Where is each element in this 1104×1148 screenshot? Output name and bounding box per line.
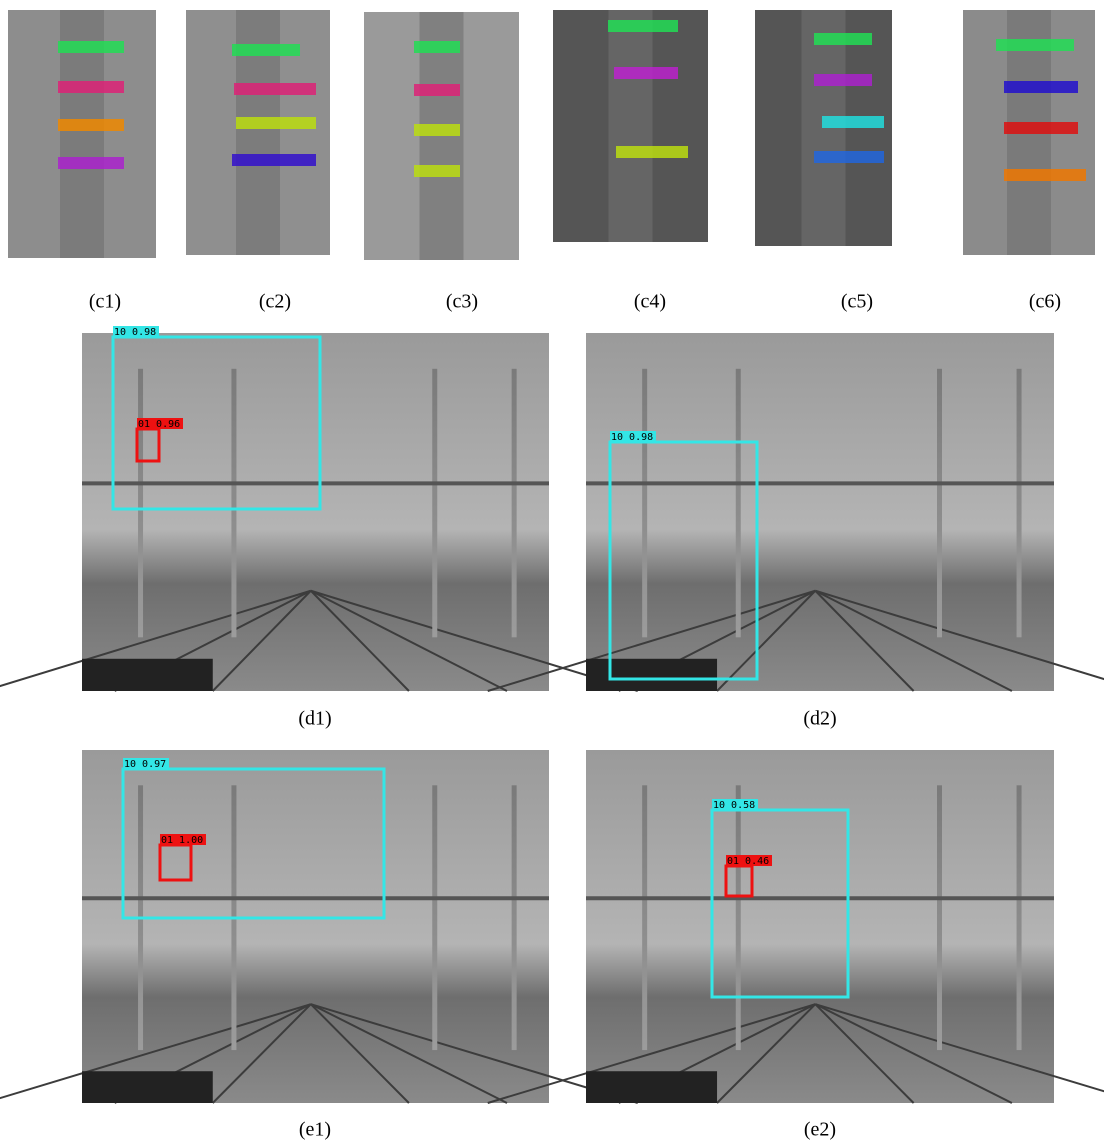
mast — [937, 785, 942, 1050]
detection-label: 10 0.58 — [713, 800, 755, 811]
detection-bar — [414, 41, 460, 53]
mast — [138, 369, 143, 638]
detection-bar — [1004, 81, 1078, 93]
detection-bar — [616, 146, 688, 158]
dashboard — [586, 659, 717, 691]
detection-bar — [232, 44, 300, 56]
detection-bar — [414, 165, 460, 177]
detection-bar — [58, 41, 124, 53]
detection-bar — [58, 119, 124, 131]
scene-photo — [82, 333, 549, 691]
detection-bar — [814, 33, 872, 45]
detection-bar — [608, 20, 678, 32]
mast — [1017, 785, 1022, 1050]
detection-bar — [234, 83, 316, 95]
caption: (c4) — [634, 291, 666, 313]
mast — [512, 785, 517, 1050]
mast — [432, 369, 437, 638]
detection-bar — [814, 151, 884, 163]
detection-label: 10 0.98 — [114, 327, 156, 338]
scene-photo — [82, 750, 549, 1103]
detection-bar — [58, 81, 124, 93]
detection-label: 01 0.46 — [727, 856, 769, 867]
sign-pole — [609, 10, 653, 242]
figure: (c1) (c2) (c3) (c4) (c5) (c6) 10 0.98 01 0.96 (d… — [0, 0, 1104, 1148]
dashboard — [586, 1071, 717, 1103]
detection-bar — [236, 117, 316, 129]
mast — [736, 369, 741, 638]
caption: (c2) — [259, 291, 291, 313]
detection-label: 01 1.00 — [161, 835, 203, 846]
mast — [642, 785, 647, 1050]
scene-photo — [586, 750, 1054, 1103]
detection-bar — [58, 157, 124, 169]
caption: (c1) — [89, 291, 121, 313]
mast — [1017, 369, 1022, 638]
mast — [432, 785, 437, 1050]
mast — [736, 785, 741, 1050]
detection-bar — [414, 124, 460, 136]
mast — [937, 369, 942, 638]
caption: (c3) — [446, 291, 478, 313]
scene-photo — [586, 333, 1054, 691]
caption: (e1) — [299, 1119, 331, 1141]
caption: (d1) — [298, 708, 331, 730]
detection-bar — [996, 39, 1074, 51]
caption: (c5) — [841, 291, 873, 313]
detection-bar — [414, 84, 460, 96]
detection-bar — [1004, 169, 1086, 181]
caption: (c6) — [1029, 291, 1061, 313]
detection-bar — [614, 67, 678, 79]
detection-label: 10 0.97 — [124, 759, 166, 770]
mast — [642, 369, 647, 638]
detection-bar — [1004, 122, 1078, 134]
caption: (d2) — [803, 708, 836, 730]
mast — [231, 369, 236, 638]
dashboard — [82, 659, 213, 691]
detection-bar — [814, 74, 872, 86]
detection-bar — [232, 154, 316, 166]
dashboard — [82, 1071, 213, 1103]
detection-label: 10 0.98 — [611, 432, 653, 443]
mast — [512, 369, 517, 638]
caption: (e2) — [804, 1119, 836, 1141]
detection-label: 01 0.96 — [138, 419, 180, 430]
detection-bar — [822, 116, 884, 128]
